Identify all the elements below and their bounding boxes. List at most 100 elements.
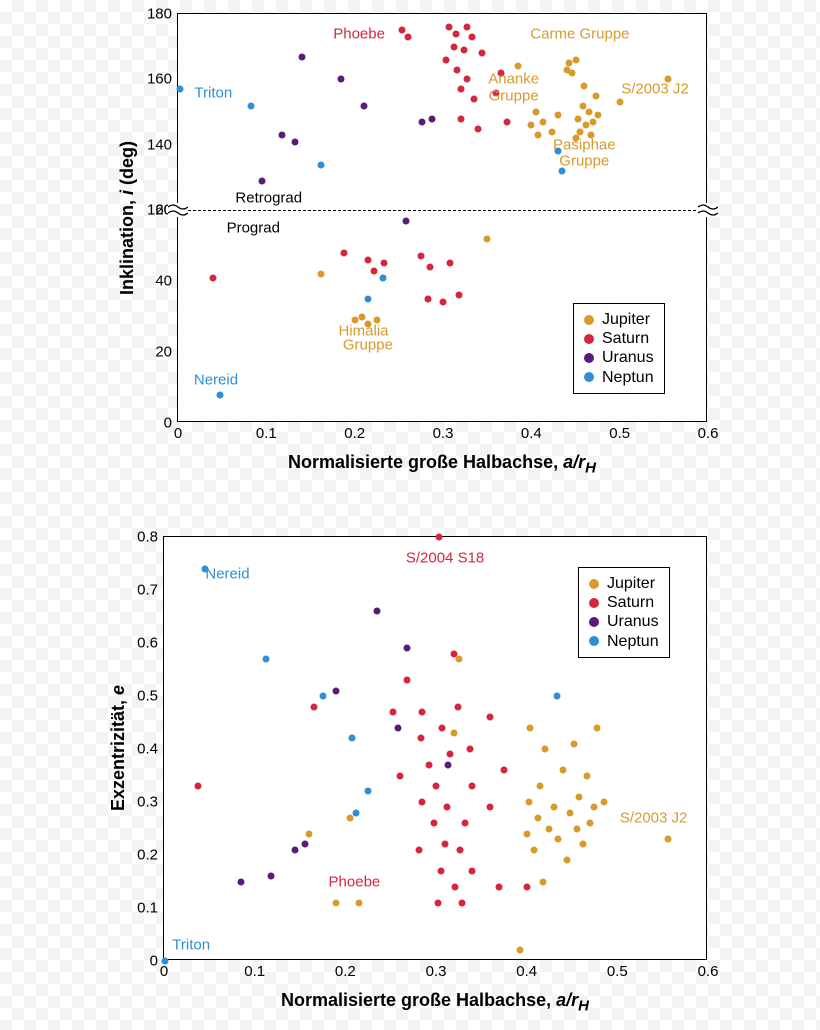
x-tick-label: 0.6 (698, 421, 719, 442)
y-tick-label: 140 (147, 136, 178, 153)
legend-item: Jupiter (584, 310, 654, 329)
data-point (248, 102, 255, 109)
data-point (318, 271, 325, 278)
x-tick-label: 0.1 (256, 421, 277, 442)
data-point (568, 69, 575, 76)
data-point (463, 24, 470, 31)
chart-annotation: Triton (194, 84, 232, 101)
data-point (600, 799, 607, 806)
data-point (517, 947, 524, 954)
y-tick-label: 0.5 (137, 688, 164, 705)
axis-break-icon (698, 203, 718, 217)
data-point (469, 867, 476, 874)
data-point (176, 86, 183, 93)
data-point (665, 836, 672, 843)
x-tick-label: 0.6 (698, 959, 719, 980)
data-point (217, 391, 224, 398)
data-point (394, 724, 401, 731)
y-tick-label: 0.2 (137, 847, 164, 864)
prograde-label: Prograd (227, 220, 280, 237)
data-point (523, 883, 530, 890)
data-point (487, 714, 494, 721)
legend-label: Uranus (602, 348, 654, 367)
chart-annotation: Nereid (194, 372, 238, 389)
data-point (455, 655, 462, 662)
chart-annotation: Gruppe (489, 87, 539, 104)
chart-annotation: S/2003 J2 (620, 809, 688, 826)
legend-item: Saturn (584, 329, 654, 348)
data-point (195, 783, 202, 790)
data-point (161, 958, 168, 965)
data-point (429, 115, 436, 122)
data-point (402, 217, 409, 224)
legend-item: Neptun (589, 632, 659, 651)
data-point (419, 708, 426, 715)
x-tick-label: 0.1 (244, 959, 265, 980)
y-tick-label: 0.3 (137, 794, 164, 811)
data-point (310, 703, 317, 710)
data-point (532, 109, 539, 116)
data-point (431, 820, 438, 827)
data-point (417, 735, 424, 742)
data-point (424, 295, 431, 302)
data-point (595, 112, 602, 119)
data-point (452, 883, 459, 890)
legend-label: Neptun (602, 368, 654, 387)
data-point (333, 687, 340, 694)
chart-annotation: Triton (172, 937, 210, 954)
data-point (554, 693, 561, 700)
data-point (459, 899, 466, 906)
legend-swatch (584, 372, 594, 382)
data-point (210, 274, 217, 281)
data-point (576, 793, 583, 800)
data-point (484, 235, 491, 242)
x-tick-label: 0.2 (344, 421, 365, 442)
x-tick-label: 0.4 (516, 959, 537, 980)
plot-area-2: 00.10.20.30.40.50.600.10.20.30.40.50.60.… (163, 536, 707, 960)
legend-swatch (584, 315, 594, 325)
data-point (594, 724, 601, 731)
retrograde-label: Retrograd (235, 190, 302, 207)
data-point (439, 724, 446, 731)
data-point (263, 655, 270, 662)
data-point (478, 50, 485, 57)
data-point (469, 33, 476, 40)
data-point (426, 264, 433, 271)
data-point (396, 772, 403, 779)
data-point (576, 128, 583, 135)
data-point (337, 76, 344, 83)
data-point (567, 809, 574, 816)
plot-area-1: 00.10.20.30.40.50.61201401601800204060Re… (177, 13, 707, 422)
data-point (469, 783, 476, 790)
data-point (291, 138, 298, 145)
data-point (503, 118, 510, 125)
y-tick-label: 0 (164, 415, 178, 432)
data-point (415, 846, 422, 853)
data-point (442, 56, 449, 63)
data-point (539, 118, 546, 125)
legend-swatch (589, 598, 599, 608)
data-point (348, 735, 355, 742)
legend-item: Saturn (589, 593, 659, 612)
data-point (346, 814, 353, 821)
x-axis-title-2: Normalisierte große Halbachse, a/rH (163, 990, 707, 1015)
chart-annotation: Phoebe (333, 25, 385, 42)
data-point (425, 761, 432, 768)
axis-break-icon (168, 203, 188, 217)
data-point (501, 767, 508, 774)
legend-swatch (584, 334, 594, 344)
data-point (457, 86, 464, 93)
data-point (399, 27, 406, 34)
y-tick-label: 0.6 (137, 635, 164, 652)
data-point (462, 820, 469, 827)
data-point (457, 115, 464, 122)
chart-annotation: Gruppe (559, 153, 609, 170)
data-point (564, 857, 571, 864)
y-tick-label: 160 (147, 71, 178, 88)
data-point (515, 63, 522, 70)
data-point (585, 109, 592, 116)
y-axis-title-2: Exzentrizität, e (108, 685, 129, 811)
y-tick-label: 40 (155, 273, 178, 290)
data-point (434, 899, 441, 906)
legend-swatch (584, 353, 594, 363)
